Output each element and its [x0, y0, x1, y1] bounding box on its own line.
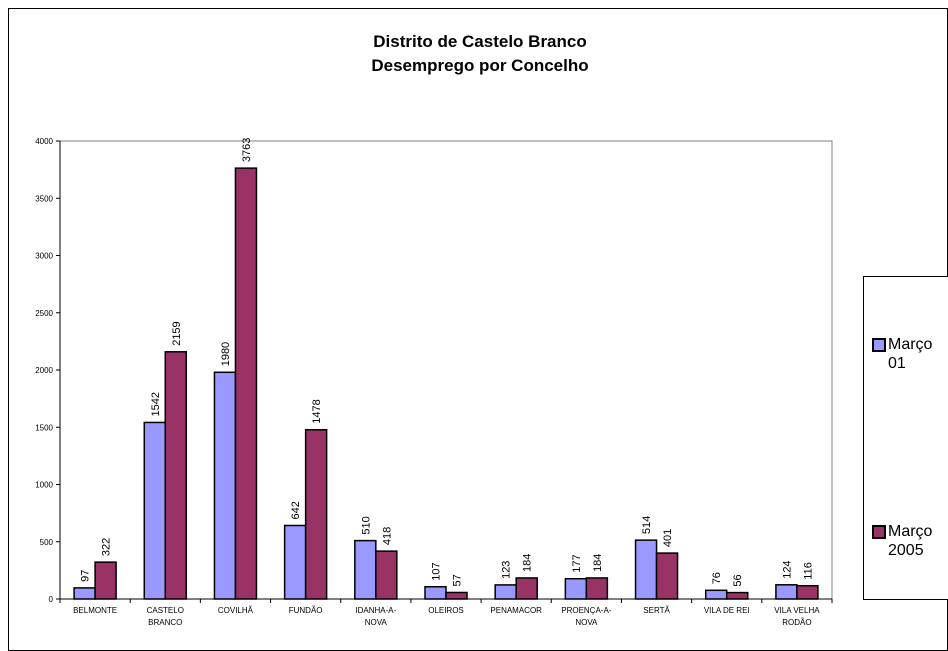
- bar: [234, 167, 258, 600]
- x-tick-label: VILA VELHA: [774, 606, 820, 615]
- data-label: 2159: [171, 321, 183, 345]
- data-label: 124: [781, 560, 793, 578]
- legend-label-series-1-line1: Março: [888, 336, 933, 353]
- bar: [143, 421, 167, 600]
- y-tick-label: 0: [49, 595, 54, 604]
- y-tick-label: 3500: [35, 194, 53, 203]
- data-label: 116: [802, 562, 814, 580]
- data-label: 3763: [241, 138, 253, 162]
- x-tick-label: BRANCO: [148, 618, 182, 627]
- data-label: 184: [522, 554, 534, 572]
- data-label: 97: [80, 570, 92, 582]
- y-tick-label: 2000: [35, 366, 53, 375]
- legend: Março 01 Março 2005: [863, 276, 948, 600]
- data-label: 1980: [220, 342, 232, 366]
- x-tick-label: IDANHA-A-: [355, 606, 396, 615]
- x-tick-label: PENAMACOR: [490, 606, 542, 615]
- x-tick-label: COVILHÃ: [218, 606, 254, 615]
- y-tick-label: 1500: [35, 423, 53, 432]
- y-tick-label: 4000: [35, 137, 53, 146]
- bar: [445, 591, 468, 600]
- data-label: 56: [732, 574, 744, 586]
- bar: [585, 577, 609, 600]
- legend-label-series-2-line1: Março: [888, 523, 933, 540]
- bar: [283, 524, 307, 600]
- bar: [494, 584, 517, 600]
- x-tick-label: CASTELO: [147, 606, 184, 615]
- data-label: 642: [290, 501, 302, 519]
- chart-subtitle: Desemprego por Concelho: [371, 56, 589, 75]
- data-label: 57: [452, 574, 464, 586]
- data-label: 76: [711, 572, 723, 584]
- x-tick-label: NOVA: [575, 618, 598, 627]
- y-tick-label: 2500: [35, 309, 53, 318]
- data-label: 107: [431, 562, 443, 580]
- data-label: 514: [641, 516, 653, 534]
- bar: [775, 584, 798, 600]
- x-tick-label: NOVA: [365, 618, 388, 627]
- chart-title: Distrito de Castelo Branco: [373, 32, 587, 51]
- bar: [213, 371, 237, 600]
- y-tick-label: 3000: [35, 252, 53, 261]
- plot-area: [59, 140, 833, 600]
- bar: [564, 577, 588, 600]
- y-tick-label: 500: [40, 538, 54, 547]
- data-label: 123: [501, 561, 513, 579]
- bar: [725, 591, 749, 600]
- x-tick-label: BELMONTE: [73, 606, 117, 615]
- bar: [164, 351, 188, 600]
- x-tick-label: SERTÃ: [643, 606, 670, 615]
- legend-label-series-2-line2: 2005: [888, 542, 924, 559]
- bar: [796, 584, 819, 600]
- bar: [375, 550, 398, 600]
- chart-title-block: Distrito de Castelo Branco Desemprego po…: [290, 30, 670, 78]
- data-label: 418: [381, 527, 393, 545]
- data-label: 177: [571, 554, 583, 572]
- data-label: 1478: [311, 399, 323, 423]
- bar: [94, 561, 117, 600]
- data-label: 1542: [150, 392, 162, 416]
- data-label: 401: [662, 529, 674, 547]
- legend-label-series-1-line2: 01: [888, 355, 906, 372]
- x-tick-label: RODÃO: [782, 618, 811, 627]
- data-label: 510: [360, 516, 372, 534]
- x-tick-label: FUNDÃO: [289, 606, 323, 615]
- y-tick-label: 1000: [35, 481, 53, 490]
- bar: [515, 577, 538, 600]
- bar: [354, 539, 377, 600]
- data-label: 322: [101, 538, 113, 556]
- legend-swatch-series-1: [872, 338, 886, 352]
- bar: [634, 539, 658, 600]
- legend-swatch-series-2: [872, 525, 886, 539]
- bar: [424, 585, 447, 600]
- x-tick-label: PROENÇA-A-: [561, 606, 612, 615]
- bar: [73, 587, 96, 600]
- bar: [655, 552, 679, 600]
- bar: [704, 589, 728, 600]
- x-tick-label: OLEIROS: [428, 606, 464, 615]
- data-label: 184: [592, 554, 604, 572]
- bar: [304, 429, 328, 600]
- x-tick-label: VILA DE REI: [704, 606, 750, 615]
